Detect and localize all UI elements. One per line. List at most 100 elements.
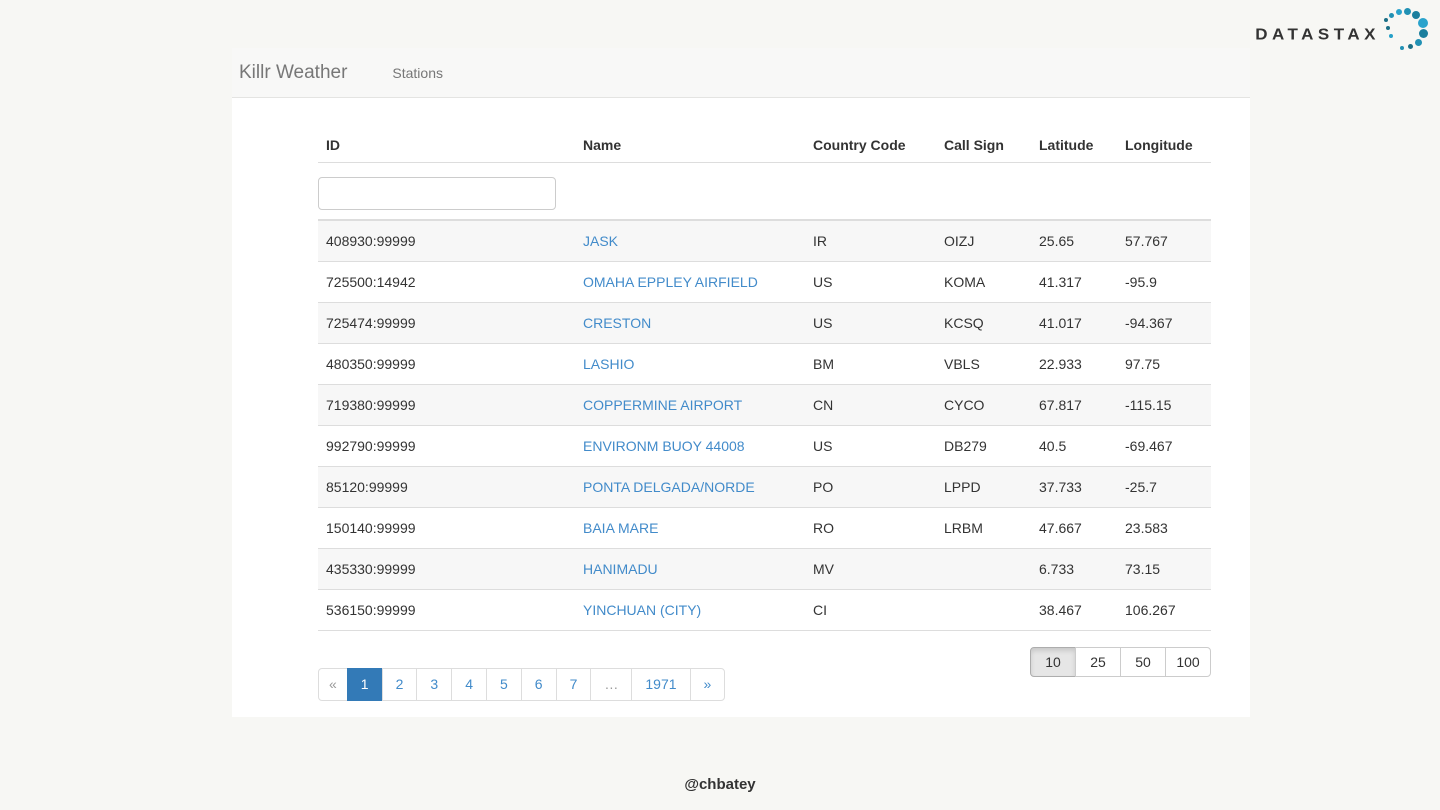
station-link[interactable]: COPPERMINE AIRPORT xyxy=(583,397,743,413)
cell-longitude: 23.583 xyxy=(1117,507,1211,549)
table-row: 719380:99999 COPPERMINE AIRPORT CN CYCO … xyxy=(318,384,1211,426)
cell-call-sign xyxy=(936,548,1031,590)
cell-call-sign: DB279 xyxy=(936,425,1031,467)
cell-country: PO xyxy=(805,466,936,508)
cell-country: BM xyxy=(805,343,936,385)
cell-latitude: 25.65 xyxy=(1031,220,1117,262)
page-7[interactable]: 7 xyxy=(555,668,592,701)
cell-longitude: 57.767 xyxy=(1117,220,1211,262)
station-link[interactable]: OMAHA EPPLEY AIRFIELD xyxy=(583,274,758,290)
cell-longitude: -95.9 xyxy=(1117,261,1211,303)
table-row: 480350:99999 LASHIO BM VBLS 22.933 97.75 xyxy=(318,343,1211,385)
station-link[interactable]: HANIMADU xyxy=(583,561,658,577)
pagination: « 1 2 3 4 5 6 7 … 1971 » xyxy=(318,668,726,701)
cell-latitude: 6.733 xyxy=(1031,548,1117,590)
cell-call-sign: KOMA xyxy=(936,261,1031,303)
cell-call-sign xyxy=(936,589,1031,631)
page-size-group: 10 25 50 100 xyxy=(1030,647,1211,677)
app-brand[interactable]: Killr Weather xyxy=(239,61,348,83)
content-panel: ID Name Country Code Call Sign Latitude … xyxy=(232,98,1250,717)
cell-id: 725500:14942 xyxy=(318,261,575,303)
cell-id: 536150:99999 xyxy=(318,589,575,631)
cell-call-sign: LRBM xyxy=(936,507,1031,549)
id-filter-input[interactable] xyxy=(318,177,556,210)
cell-longitude: -69.467 xyxy=(1117,425,1211,467)
cell-id: 85120:99999 xyxy=(318,466,575,508)
navbar: Killr Weather Stations xyxy=(232,48,1250,98)
table-row: 992790:99999 ENVIRONM BUOY 44008 US DB27… xyxy=(318,425,1211,467)
table-header-row: ID Name Country Code Call Sign Latitude … xyxy=(318,128,1211,163)
station-link[interactable]: ENVIRONM BUOY 44008 xyxy=(583,438,745,454)
col-header-latitude: Latitude xyxy=(1031,128,1117,163)
page-size-100[interactable]: 100 xyxy=(1165,647,1211,677)
cell-latitude: 37.733 xyxy=(1031,466,1117,508)
table-row: 85120:99999 PONTA DELGADA/NORDE PO LPPD … xyxy=(318,466,1211,508)
cell-country: MV xyxy=(805,548,936,590)
col-header-call-sign: Call Sign xyxy=(936,128,1031,163)
page-size-50[interactable]: 50 xyxy=(1120,647,1166,677)
col-header-id: ID xyxy=(318,128,575,163)
nav-item-stations[interactable]: Stations xyxy=(392,64,443,81)
station-link[interactable]: BAIA MARE xyxy=(583,520,659,536)
cell-latitude: 41.317 xyxy=(1031,261,1117,303)
cell-country: IR xyxy=(805,220,936,262)
filter-row xyxy=(318,162,1211,221)
table-row: 408930:99999 JASK IR OIZJ 25.65 57.767 xyxy=(318,220,1211,262)
cell-latitude: 41.017 xyxy=(1031,302,1117,344)
page-2[interactable]: 2 xyxy=(381,668,418,701)
cell-country: CN xyxy=(805,384,936,426)
station-link[interactable]: CRESTON xyxy=(583,315,652,331)
cell-longitude: -25.7 xyxy=(1117,466,1211,508)
cell-latitude: 47.667 xyxy=(1031,507,1117,549)
col-header-longitude: Longitude xyxy=(1117,128,1211,163)
cell-id: 725474:99999 xyxy=(318,302,575,344)
cell-id: 719380:99999 xyxy=(318,384,575,426)
cell-id: 150140:99999 xyxy=(318,507,575,549)
cell-country: US xyxy=(805,302,936,344)
main-panel: Killr Weather Stations ID Name Country C… xyxy=(232,48,1250,717)
page-3[interactable]: 3 xyxy=(416,668,453,701)
datastax-dots-icon xyxy=(1380,6,1428,50)
page-6[interactable]: 6 xyxy=(520,668,557,701)
cell-country: US xyxy=(805,261,936,303)
table-row: 435330:99999 HANIMADU MV 6.733 73.15 xyxy=(318,548,1211,590)
cell-longitude: -94.367 xyxy=(1117,302,1211,344)
cell-id: 992790:99999 xyxy=(318,425,575,467)
cell-longitude: 97.75 xyxy=(1117,343,1211,385)
cell-call-sign: VBLS xyxy=(936,343,1031,385)
page-size-25[interactable]: 25 xyxy=(1075,647,1121,677)
table-row: 536150:99999 YINCHUAN (CITY) CI 38.467 1… xyxy=(318,589,1211,631)
cell-id: 480350:99999 xyxy=(318,343,575,385)
cell-call-sign: LPPD xyxy=(936,466,1031,508)
cell-call-sign: CYCO xyxy=(936,384,1031,426)
datastax-logo-text: DATASTAX xyxy=(1255,25,1380,44)
cell-id: 408930:99999 xyxy=(318,220,575,262)
footer-handle: @chbatey xyxy=(684,776,756,793)
page-4[interactable]: 4 xyxy=(451,668,487,701)
stations-table-area: ID Name Country Code Call Sign Latitude … xyxy=(232,98,1250,631)
page-size-10[interactable]: 10 xyxy=(1030,647,1076,677)
stations-table: ID Name Country Code Call Sign Latitude … xyxy=(318,128,1211,631)
station-link[interactable]: YINCHUAN (CITY) xyxy=(583,602,702,618)
table-row: 725474:99999 CRESTON US KCSQ 41.017 -94.… xyxy=(318,302,1211,344)
cell-country: US xyxy=(805,425,936,467)
station-link[interactable]: JASK xyxy=(583,233,619,249)
datastax-logo: DATASTAX xyxy=(1255,6,1428,50)
page-prev: « xyxy=(318,668,348,701)
table-row: 725500:14942 OMAHA EPPLEY AIRFIELD US KO… xyxy=(318,261,1211,303)
page-next[interactable]: » xyxy=(689,668,726,701)
page-1[interactable]: 1 xyxy=(346,668,383,701)
cell-country: RO xyxy=(805,507,936,549)
station-link[interactable]: PONTA DELGADA/NORDE xyxy=(583,479,755,495)
page-ellipsis: … xyxy=(590,668,633,701)
cell-country: CI xyxy=(805,589,936,631)
cell-latitude: 22.933 xyxy=(1031,343,1117,385)
cell-call-sign: OIZJ xyxy=(936,220,1031,262)
cell-longitude: 73.15 xyxy=(1117,548,1211,590)
station-link[interactable]: LASHIO xyxy=(583,356,635,372)
page-1971[interactable]: 1971 xyxy=(631,668,691,701)
cell-latitude: 67.817 xyxy=(1031,384,1117,426)
col-header-name: Name xyxy=(575,128,805,163)
page-5[interactable]: 5 xyxy=(485,668,522,701)
cell-longitude: -115.15 xyxy=(1117,384,1211,426)
